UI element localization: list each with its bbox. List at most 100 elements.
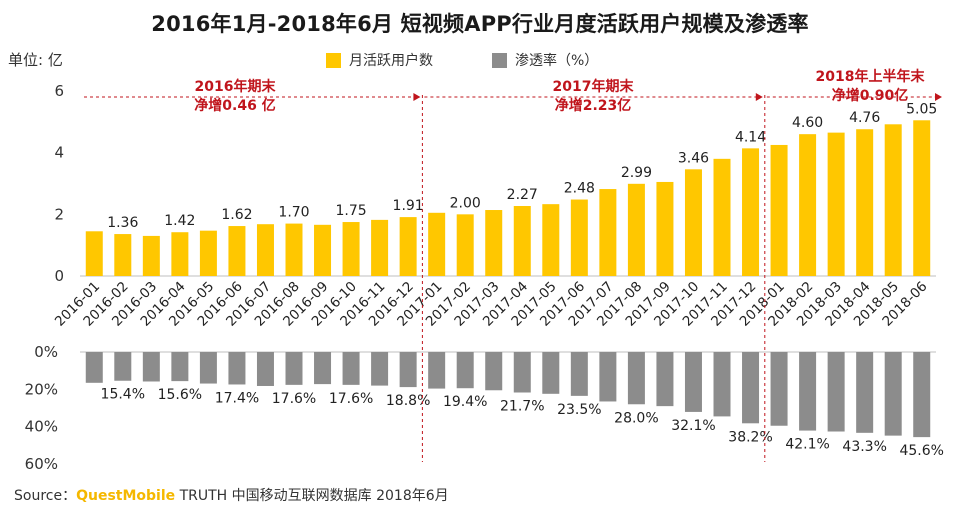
mau-bar	[884, 124, 902, 276]
mau-ytick-label: 6	[54, 82, 64, 100]
penetration-bar	[742, 352, 760, 424]
penetration-bar	[199, 352, 217, 384]
penetration-data-label: 42.1%	[785, 437, 829, 453]
mau-bar	[913, 120, 931, 277]
period-arrow-2016-head	[413, 93, 421, 101]
penetration-bar	[314, 352, 332, 385]
mau-bar	[314, 224, 332, 276]
mau-data-label: 1.70	[278, 205, 309, 221]
penetration-bar	[485, 352, 503, 391]
mau-data-label: 3.46	[678, 150, 709, 166]
mau-bar	[799, 134, 817, 276]
penetration-bar	[627, 352, 645, 405]
mau-bar	[627, 183, 645, 276]
mau-bar	[285, 223, 303, 276]
penetration-data-label: 28.0%	[614, 410, 658, 426]
annotation-2017-line2: 净增2.23亿	[554, 98, 632, 114]
penetration-data-label: 18.8%	[386, 393, 430, 409]
source-prefix: Source：	[14, 488, 77, 504]
mau-ytick-label: 2	[54, 205, 64, 223]
penetration-data-label: 15.4%	[101, 387, 145, 403]
annotation-2016: 2016年期末 净增0.46 亿	[170, 78, 300, 116]
penetration-bar	[285, 352, 303, 385]
unit-label: 单位: 亿	[8, 51, 63, 69]
source-brand: QuestMobile	[76, 488, 176, 504]
annotation-2018-line1: 2018年上半年末	[815, 69, 925, 85]
penetration-data-label: 32.1%	[671, 418, 715, 434]
penetration-bar	[656, 352, 674, 407]
penetration-data-label: 43.3%	[842, 439, 886, 455]
penetration-bar	[342, 352, 360, 385]
penetration-bar	[228, 352, 246, 385]
annotation-2017-line1: 2017年期末	[552, 79, 634, 95]
annotation-2018-line2: 净增0.90亿	[831, 88, 909, 104]
penetration-bar	[770, 352, 788, 426]
penetration-data-label: 19.4%	[443, 394, 487, 410]
mau-bar	[371, 219, 389, 276]
mau-bar	[513, 206, 531, 276]
penetration-data-label: 17.6%	[329, 391, 373, 407]
penetration-bar	[599, 352, 617, 402]
penetration-bar	[171, 352, 189, 382]
mau-data-label: 2.00	[450, 195, 481, 211]
penetration-data-label: 15.6%	[158, 387, 202, 403]
period-arrow-2018-head	[935, 93, 942, 101]
penetration-ytick-label: 40%	[25, 418, 58, 436]
penetration-ytick-label: 0%	[34, 343, 58, 361]
mau-data-label: 2.48	[564, 181, 595, 197]
penetration-bar	[884, 352, 902, 436]
mau-ytick-label: 0	[54, 267, 64, 285]
mau-bar	[85, 231, 103, 276]
penetration-bar	[371, 352, 389, 386]
mau-bar	[114, 234, 132, 276]
penetration-bar	[456, 352, 474, 389]
legend-mau: 月活跃用户数	[326, 50, 433, 70]
penetration-data-label: 23.5%	[557, 402, 601, 418]
mau-data-label: 1.62	[221, 207, 252, 223]
penetration-bar	[684, 352, 702, 412]
penetration-bar	[256, 352, 274, 386]
legend-penetration: 渗透率（%）	[492, 50, 598, 70]
legend-mau-label: 月活跃用户数	[349, 53, 433, 69]
mau-bar	[656, 181, 674, 276]
mau-ytick-label: 4	[54, 144, 64, 162]
mau-bar	[827, 132, 845, 276]
mau-bar	[599, 189, 617, 276]
mau-data-label: 5.05	[906, 101, 937, 117]
mau-bar	[713, 158, 731, 276]
mau-bar	[456, 214, 474, 276]
penetration-ytick-label: 60%	[25, 455, 58, 473]
mau-data-label: 1.36	[107, 215, 138, 231]
period-arrow-2017-head	[755, 93, 763, 101]
penetration-data-label: 17.6%	[272, 391, 316, 407]
mau-data-label: 1.75	[335, 203, 366, 219]
penetration-bar	[913, 352, 931, 438]
penetration-bar	[513, 352, 531, 393]
mau-bar	[428, 212, 446, 276]
penetration-bar	[542, 352, 560, 394]
mau-bar	[742, 148, 760, 276]
penetration-bar	[399, 352, 417, 388]
annotation-2018: 2018年上半年末 净增0.90亿	[795, 68, 945, 106]
mau-bar	[856, 129, 874, 276]
penetration-bar	[570, 352, 588, 396]
mau-data-label: 2.99	[621, 165, 652, 181]
penetration-bar	[799, 352, 817, 431]
mau-data-label: 1.42	[164, 213, 195, 229]
mau-bar	[199, 230, 217, 276]
mau-bar	[142, 235, 160, 276]
annotation-2016-line2: 净增0.46 亿	[194, 98, 276, 114]
mau-bar	[770, 144, 788, 276]
penetration-data-label: 21.7%	[500, 399, 544, 415]
mau-bar	[542, 204, 560, 276]
legend-mau-swatch	[326, 52, 341, 68]
mau-bar	[399, 217, 417, 276]
source-note: Source：QuestMobile TRUTH 中国移动互联网数据库 2018…	[14, 485, 449, 505]
penetration-bar	[713, 352, 731, 417]
mau-bar	[228, 226, 246, 276]
annotation-2017: 2017年期末 净增2.23亿	[528, 78, 658, 116]
penetration-data-label: 45.6%	[899, 443, 943, 459]
penetration-bar	[827, 352, 845, 432]
